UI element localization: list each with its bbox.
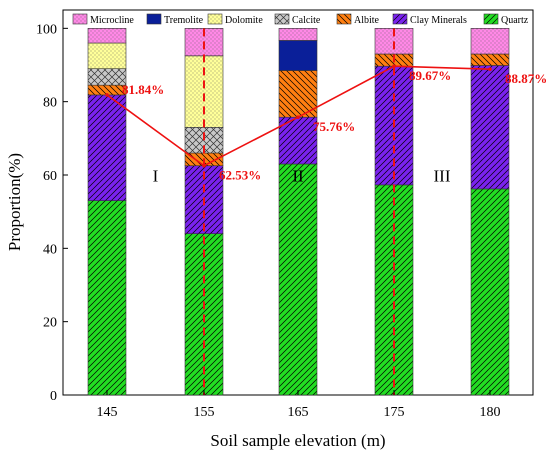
region-label-2: II — [292, 167, 304, 186]
trend-line-layer: 81.84% 62.53% 75.76% 89.67% 88.87% — [105, 64, 547, 183]
svg-text:Clay Minerals: Clay Minerals — [410, 15, 467, 26]
legend-item-dolomite: Dolomite — [207, 13, 263, 26]
bar-segment-microcline-165 — [278, 28, 318, 41]
trend-point-145 — [105, 93, 109, 97]
legend-item-albite: Albite — [336, 13, 380, 26]
bar-segment-albite-180 — [470, 53, 510, 66]
svg-text:Calcite: Calcite — [292, 15, 321, 26]
region-label-layer: I II III — [153, 167, 451, 186]
legend: Microcline Tremolite Dolomite Calcite Albite… — [72, 13, 529, 26]
bar-segment-dolomite-155 — [184, 55, 224, 128]
bar-segment-quartz-165 — [278, 163, 318, 396]
trend-label-145: 81.84% — [122, 82, 164, 97]
trend-label-180: 88.87% — [505, 71, 547, 86]
x-tick-label-155: 155 — [194, 405, 215, 420]
bar-segment-microcline-175 — [374, 28, 414, 55]
bar-segment-dolomite-145 — [87, 42, 127, 69]
svg-text:Tremolite: Tremolite — [164, 15, 204, 26]
bar-segment-clay-minerals-165 — [278, 116, 318, 165]
legend-item-calcite: Calcite — [274, 13, 321, 26]
trend-point-180 — [488, 67, 492, 71]
x-tick-label-165: 165 — [288, 405, 309, 420]
y-tick-label-60: 60 — [43, 169, 57, 184]
y-axis-label: Proportion(%) — [5, 153, 24, 251]
y-tick-label-80: 80 — [43, 96, 57, 111]
bar-segment-tremolite-165 — [278, 40, 318, 71]
y-tick-label-20: 20 — [43, 316, 57, 331]
region-label-3: III — [434, 167, 451, 186]
trend-label-175: 89.67% — [409, 68, 451, 83]
bar-segment-albite-165 — [278, 70, 318, 118]
trend-point-155 — [202, 163, 206, 168]
bar-segment-quartz-145 — [87, 200, 127, 396]
legend-item-clay-minerals: Clay Minerals — [392, 13, 467, 26]
y-tick-label-0: 0 — [50, 389, 57, 404]
svg-text:Quartz: Quartz — [501, 15, 529, 26]
trend-label-165: 75.76% — [313, 119, 355, 134]
trend-label-155: 62.53% — [219, 168, 261, 183]
bar-segment-clay-minerals-180 — [470, 65, 510, 190]
bar-segment-calcite-145 — [87, 68, 127, 86]
svg-text:Albite: Albite — [354, 15, 380, 26]
y-tick-label-100: 100 — [36, 22, 57, 37]
bar-segment-clay-minerals-145 — [87, 94, 127, 201]
legend-item-quartz: Quartz — [483, 13, 529, 26]
region-label-1: I — [153, 167, 159, 186]
x-tick-label-175: 175 — [384, 405, 405, 420]
axis-layer: 0 20 40 60 80 100 145 155 165 175 180 — [36, 22, 501, 420]
bar-segment-quartz-180 — [470, 188, 510, 396]
svg-text:Microcline: Microcline — [90, 15, 134, 26]
y-tick-label-40: 40 — [43, 242, 57, 257]
svg-text:Dolomite: Dolomite — [225, 15, 263, 26]
bar-segment-microcline-145 — [87, 28, 127, 44]
bar-segment-microcline-180 — [470, 28, 510, 55]
divider-layer — [203, 28, 395, 395]
legend-item-microcline: Microcline — [72, 13, 134, 26]
x-tick-label-180: 180 — [480, 405, 501, 420]
trend-point-175 — [392, 64, 396, 69]
trend-point-165 — [296, 115, 300, 120]
legend-item-tremolite: Tremolite — [146, 13, 204, 26]
x-tick-label-145: 145 — [97, 405, 118, 420]
x-axis-label: Soil sample elevation (m) — [210, 431, 385, 450]
